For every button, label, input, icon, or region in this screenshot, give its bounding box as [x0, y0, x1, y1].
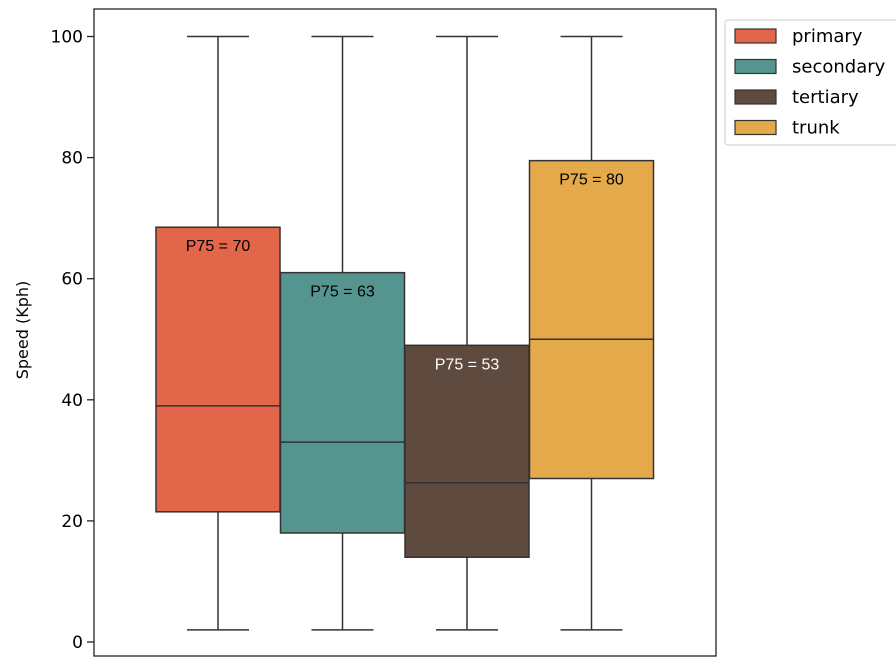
y-axis-label: Speed (Kph)	[13, 281, 32, 380]
legend-label-tertiary: tertiary	[792, 87, 859, 108]
y-tick-label: 20	[61, 512, 83, 532]
legend-swatch-secondary	[734, 58, 777, 75]
legend-swatch-tertiary	[734, 89, 777, 105]
y-tick-label: 60	[61, 270, 83, 290]
box-iqr	[155, 226, 281, 513]
plot-frame	[93, 8, 717, 657]
legend-frame	[724, 19, 896, 146]
box-iqr	[279, 271, 406, 534]
p75-annotation: P75 = 63	[310, 284, 375, 301]
box-iqr	[528, 159, 655, 480]
box-secondary: P75 = 63	[279, 35, 406, 631]
legend: primary secondary tertiary trunk	[724, 19, 896, 146]
box-iqr	[404, 344, 530, 558]
legend-swatch-trunk	[734, 119, 777, 136]
legend-label-primary: primary	[792, 26, 863, 47]
box-tertiary: P75 = 53	[404, 35, 530, 631]
p75-annotation: P75 = 80	[559, 172, 624, 189]
p75-annotation: P75 = 53	[435, 356, 500, 373]
legend-swatch-primary	[734, 28, 777, 44]
legend-label-trunk: trunk	[792, 118, 840, 139]
y-tick-label: 0	[72, 633, 83, 653]
box-primary: P75 = 70	[155, 35, 281, 631]
y-tick-label: 40	[61, 391, 83, 411]
p75-annotation: P75 = 70	[186, 238, 251, 255]
box-trunk: P75 = 80	[528, 35, 655, 631]
y-tick-label: 80	[61, 149, 83, 169]
legend-label-secondary: secondary	[792, 57, 886, 78]
y-tick-label: 100	[51, 28, 83, 48]
